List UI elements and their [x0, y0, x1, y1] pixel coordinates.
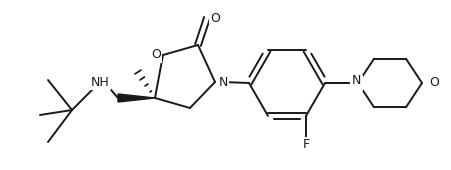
Text: N: N — [351, 76, 361, 89]
Text: O: O — [428, 76, 438, 89]
Text: NH: NH — [90, 75, 109, 89]
Text: O: O — [210, 12, 220, 24]
Text: N: N — [350, 74, 360, 88]
Text: N: N — [218, 75, 227, 89]
Polygon shape — [118, 94, 155, 102]
Text: O: O — [151, 48, 161, 62]
Text: F: F — [302, 138, 309, 151]
